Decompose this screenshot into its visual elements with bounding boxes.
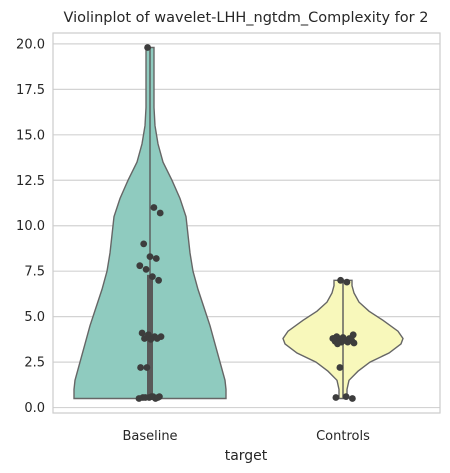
chart-title: Violinplot of wavelet-LHH_ngtdm_Complexi… xyxy=(64,10,429,26)
x-axis-title: target xyxy=(225,448,268,464)
data-point xyxy=(154,394,162,401)
data-point xyxy=(346,336,354,343)
data-point xyxy=(142,266,150,273)
y-tick-label: 0.0 xyxy=(24,401,45,416)
data-point xyxy=(343,278,351,286)
data-point xyxy=(136,262,144,270)
y-tick-label: 20.0 xyxy=(16,37,45,52)
x-tick-label: Baseline xyxy=(122,429,177,444)
data-point xyxy=(144,44,152,51)
data-point xyxy=(340,336,348,344)
data-point xyxy=(143,364,151,371)
data-point xyxy=(141,394,149,401)
data-point xyxy=(150,204,158,211)
y-tick-label: 17.5 xyxy=(16,83,45,98)
data-point xyxy=(152,255,160,262)
point-layer xyxy=(135,44,358,402)
data-point xyxy=(342,393,350,400)
data-point xyxy=(149,273,156,280)
data-point xyxy=(155,276,163,284)
data-point xyxy=(349,395,356,402)
y-tick-label: 12.5 xyxy=(16,174,45,189)
data-point xyxy=(332,394,340,401)
y-tick-label: 7.5 xyxy=(24,265,45,280)
data-point xyxy=(148,393,156,400)
data-point xyxy=(156,209,164,217)
y-tick-labels: 0.0 2.5 5.0 7.5 10.0 12.5 15.0 17.5 20.0 xyxy=(16,37,45,416)
data-point xyxy=(138,329,146,337)
data-point xyxy=(334,340,341,348)
plot-frame xyxy=(52,32,441,414)
x-tick-labels: Baseline Controls xyxy=(122,429,370,444)
data-point xyxy=(146,253,154,260)
data-point xyxy=(135,395,143,402)
y-tick-label: 10.0 xyxy=(16,219,45,234)
y-tick-label: 5.0 xyxy=(24,310,45,325)
data-point xyxy=(336,364,344,371)
data-point xyxy=(147,336,155,343)
data-point xyxy=(153,335,161,342)
x-tick-label: Controls xyxy=(316,429,370,444)
y-tick-label: 15.0 xyxy=(16,128,45,143)
data-point xyxy=(140,240,148,248)
data-point xyxy=(137,364,145,371)
data-point xyxy=(330,335,337,342)
data-point xyxy=(337,276,344,284)
data-point xyxy=(141,335,148,342)
y-tick-label: 2.5 xyxy=(24,356,45,371)
